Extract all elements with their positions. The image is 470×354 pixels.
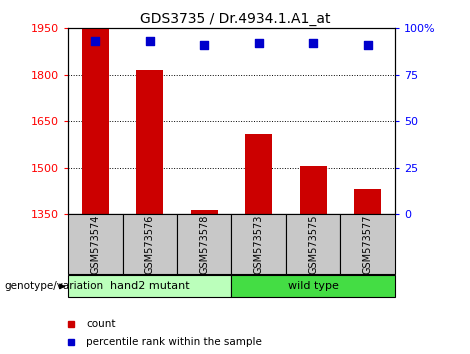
Text: GSM573573: GSM573573 [254,215,264,274]
Text: GSM573577: GSM573577 [362,215,373,274]
Bar [245,133,272,214]
Bar [232,275,395,297]
Text: hand2 mutant: hand2 mutant [110,281,189,291]
Bar [68,275,232,297]
Point [201,42,208,48]
Bar [340,214,395,274]
Text: GSM573578: GSM573578 [199,215,209,274]
Bar [232,214,286,274]
Text: GDS3735 / Dr.4934.1.A1_at: GDS3735 / Dr.4934.1.A1_at [140,12,330,27]
Point [255,40,262,46]
Text: wild type: wild type [288,281,338,291]
Text: GSM573575: GSM573575 [308,215,318,274]
Bar [354,189,381,214]
Bar [286,214,340,274]
Bar [123,214,177,274]
Point [92,39,99,44]
Bar [136,70,164,214]
Point [364,42,371,48]
Point [309,40,317,46]
Text: percentile rank within the sample: percentile rank within the sample [86,337,262,347]
Text: genotype/variation: genotype/variation [5,281,104,291]
Text: count: count [86,319,116,329]
Text: GSM573576: GSM573576 [145,215,155,274]
Bar [191,210,218,214]
Bar [177,214,231,274]
Bar [82,28,109,214]
Text: GSM573574: GSM573574 [90,215,101,274]
Bar [299,166,327,214]
Point [146,39,154,44]
Bar [68,214,123,274]
